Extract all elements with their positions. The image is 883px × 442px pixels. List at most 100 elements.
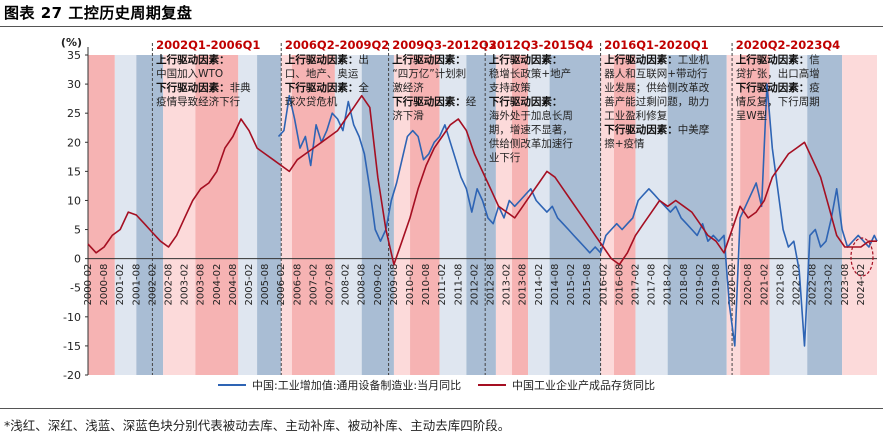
phase-note-line: 口、地产、奥运 bbox=[285, 67, 359, 80]
phase-bands bbox=[88, 55, 877, 375]
x-tick-label: 2007-02 bbox=[308, 264, 319, 306]
x-tick-label: 2014-02 bbox=[534, 264, 545, 306]
x-tick-label: 2000-02 bbox=[83, 264, 94, 306]
x-tick-label: 2011-08 bbox=[453, 264, 464, 306]
phase-note-line: 期，增速不显著， bbox=[489, 123, 573, 136]
phase-note-line: 下行驱动因素：经 bbox=[392, 95, 477, 108]
x-tick-label: 2020-08 bbox=[743, 264, 754, 306]
x-tick-label: 2022-02 bbox=[791, 264, 802, 306]
x-tick-label: 2001-08 bbox=[131, 264, 142, 306]
title-rule bbox=[0, 26, 883, 27]
x-tick-label: 2019-08 bbox=[711, 264, 722, 306]
phase-note-line: 擦+疫情 bbox=[604, 137, 645, 150]
phase-label: 2012Q3-2015Q4 bbox=[489, 38, 593, 52]
y-tick-label: -10 bbox=[63, 311, 81, 324]
phase-note-line: 疫情导致经济下行 bbox=[156, 95, 240, 108]
x-tick-label: 2023-02 bbox=[824, 264, 835, 306]
x-tick-label: 2017-08 bbox=[647, 264, 658, 306]
x-tick-label: 2008-02 bbox=[341, 264, 352, 306]
y-tick-label: 15 bbox=[67, 165, 81, 178]
phase-label: 2020Q2-2023Q4 bbox=[736, 38, 840, 52]
band-active-restock bbox=[614, 55, 636, 375]
x-tick-label: 2015-08 bbox=[582, 264, 593, 306]
phase-note-line: 稳增长政策+地产 bbox=[489, 67, 571, 80]
phase-note-line: 上行驱动因素：出 bbox=[285, 53, 369, 66]
band-passive-destock bbox=[163, 55, 196, 375]
x-tick-label: 2004-02 bbox=[212, 264, 223, 306]
phase-note-line: 供给侧改革加速行 bbox=[489, 137, 573, 150]
phase-note-line: “四万亿”计划刺 bbox=[392, 67, 466, 80]
figure-title: 图表 27 工控历史周期复盘 bbox=[4, 4, 193, 22]
phase-note-line: 海外处于加息长周 bbox=[489, 109, 573, 122]
x-tick-label: 2016-02 bbox=[598, 264, 609, 306]
band-passive-restock bbox=[334, 55, 362, 375]
x-tick-label: 2014-08 bbox=[550, 264, 561, 306]
band-active-restock bbox=[740, 55, 770, 375]
x-tick-label: 2001-02 bbox=[115, 264, 126, 306]
y-tick-label: 30 bbox=[67, 78, 81, 91]
y-tick-label: 20 bbox=[67, 136, 81, 149]
phase-note-line: 下行驱动因素：中美摩 bbox=[604, 123, 709, 136]
phase-note-line: 激经济 bbox=[392, 81, 424, 94]
highlight-ellipse bbox=[850, 237, 874, 277]
phase-note-line: 情反复，下行周期 bbox=[736, 95, 820, 108]
x-tick-label: 2010-02 bbox=[405, 264, 416, 306]
x-tick-label: 2002-02 bbox=[147, 264, 158, 306]
axes: (%) -20 -15 -10 -5 0 5 10 15 20 25 30 35 2000-02 2000-… bbox=[61, 36, 877, 382]
x-tick-label: 2003-08 bbox=[196, 264, 207, 306]
y-tick-label: 0 bbox=[74, 253, 81, 266]
y-tick-label: 25 bbox=[67, 107, 81, 120]
x-tick-label: 2004-08 bbox=[228, 264, 239, 306]
x-tick-label: 2008-08 bbox=[357, 264, 368, 306]
x-tick-label: 2010-08 bbox=[421, 264, 432, 306]
x-tick-label: 2021-02 bbox=[759, 264, 770, 306]
x-tick-label: 2016-08 bbox=[614, 264, 625, 306]
legend: 中国:工业增加值:通用设备制造业:当月同比 中国工业企业产成品存货同比 bbox=[218, 378, 655, 392]
x-tick-label: 2006-08 bbox=[292, 264, 303, 306]
phase-note-line: 呈W型 bbox=[736, 109, 767, 122]
x-tick-label: 2018-02 bbox=[663, 264, 674, 306]
x-tick-label: 2009-02 bbox=[373, 264, 384, 306]
y-tick-label: 10 bbox=[67, 194, 81, 207]
x-tick-label: 2005-08 bbox=[260, 264, 271, 306]
x-tick-label: 2015-02 bbox=[566, 264, 577, 306]
y-tick-label: -20 bbox=[63, 369, 81, 382]
x-tick-label: 2006-02 bbox=[276, 264, 287, 306]
phase-note-line: 下行驱动因素：非典 bbox=[156, 81, 251, 94]
band-passive-destock bbox=[281, 55, 292, 375]
phase-note-line: 器人和互联网+带动行 bbox=[604, 67, 708, 80]
band-active-destock bbox=[466, 55, 496, 375]
phase-note-line: 上行驱动因素： bbox=[156, 53, 230, 66]
band-passive-restock bbox=[635, 55, 668, 375]
band-passive-destock bbox=[600, 55, 614, 375]
y-tick-label: 35 bbox=[67, 49, 81, 62]
legend-label-inventory: 中国工业企业产成品存货同比 bbox=[512, 378, 655, 392]
series-line-inventory bbox=[87, 94, 877, 266]
band-active-destock bbox=[549, 55, 601, 375]
x-tick-label: 2012-02 bbox=[469, 264, 480, 306]
band-passive-restock bbox=[238, 55, 258, 375]
band-passive-destock bbox=[842, 55, 877, 375]
x-tick-label: 2003-02 bbox=[180, 264, 191, 306]
x-tick-label: 2022-08 bbox=[808, 264, 819, 306]
phase-annotations: 2002Q1-2006Q1上行驱动因素：中国加入WTO下行驱动因素：非典疫情导致… bbox=[156, 38, 840, 164]
phase-note-line: 业发展；供给侧改革改 bbox=[604, 81, 709, 94]
y-axis-label: (%) bbox=[61, 36, 82, 49]
band-passive-destock bbox=[393, 55, 411, 375]
x-tick-label: 2018-08 bbox=[679, 264, 690, 306]
x-tick-label: 2019-02 bbox=[695, 264, 706, 306]
phase-label: 2009Q3-2012Q3 bbox=[392, 38, 496, 52]
phase-note-line: 贷扩张，出口高增 bbox=[736, 67, 820, 80]
x-tick-label: 2000-08 bbox=[99, 264, 110, 306]
band-active-destock bbox=[667, 55, 727, 375]
band-active-destock bbox=[807, 55, 843, 375]
y-tick-label: 5 bbox=[74, 224, 81, 237]
x-tick-label: 2020-02 bbox=[727, 264, 738, 306]
phase-note-line: 下行驱动因素：疫 bbox=[736, 81, 821, 94]
x-tick-label: 2013-08 bbox=[518, 264, 529, 306]
band-active-restock bbox=[195, 55, 239, 375]
x-tick-label: 2002-08 bbox=[164, 264, 175, 306]
phase-note-line: 下行驱动因素： bbox=[489, 95, 562, 108]
legend-label-ip: 中国:工业增加值:通用设备制造业:当月同比 bbox=[252, 378, 461, 392]
series-line-ip bbox=[277, 83, 878, 347]
